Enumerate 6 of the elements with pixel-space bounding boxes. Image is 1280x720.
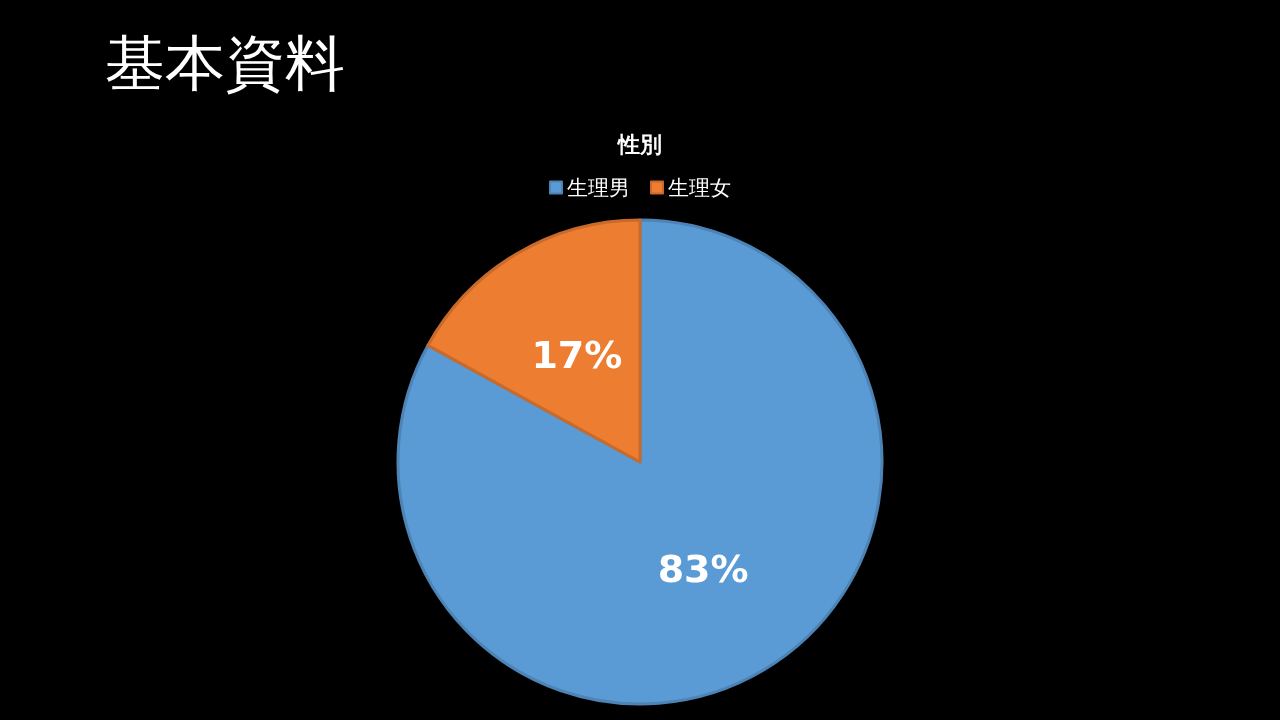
chart-title: 基本資料 — [105, 28, 345, 98]
legend-label: 生理女 — [668, 175, 731, 200]
chart-subtitle: 性別 — [616, 131, 662, 157]
legend-label: 生理男 — [567, 175, 630, 200]
data-label: 83% — [657, 546, 749, 591]
data-label: 17% — [531, 333, 623, 378]
